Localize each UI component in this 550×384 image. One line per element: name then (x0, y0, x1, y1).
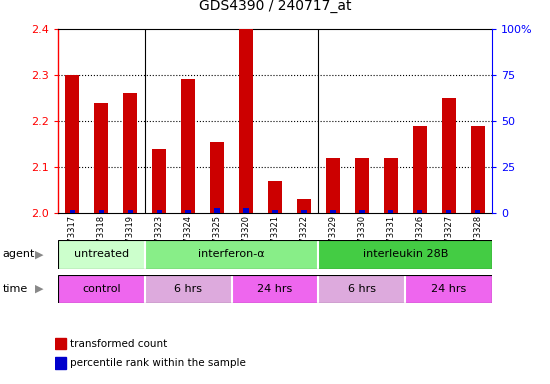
Bar (463, 29, 492, 213)
Bar (272, 210, 278, 213)
Text: control: control (82, 284, 120, 294)
Text: 24 hrs: 24 hrs (431, 284, 466, 294)
Bar (58, 240, 145, 269)
Bar (232, 275, 318, 303)
Bar (98, 210, 104, 213)
Bar (446, 210, 452, 213)
Bar (58, 275, 145, 303)
Bar (434, 29, 463, 213)
Bar (384, 158, 398, 213)
Text: ▶: ▶ (35, 284, 44, 294)
Bar (145, 275, 232, 303)
Text: 6 hrs: 6 hrs (174, 284, 202, 294)
Bar (326, 158, 340, 213)
Bar (331, 210, 336, 213)
Bar (123, 93, 138, 213)
Text: ▶: ▶ (35, 249, 44, 260)
Bar (239, 29, 253, 213)
Bar (202, 29, 232, 213)
Bar (116, 29, 145, 213)
Text: percentile rank within the sample: percentile rank within the sample (70, 358, 246, 368)
Bar (376, 29, 405, 213)
Bar (65, 75, 80, 213)
Text: untreated: untreated (74, 249, 129, 260)
Bar (318, 275, 405, 303)
Text: 24 hrs: 24 hrs (257, 284, 293, 294)
Bar (145, 29, 174, 213)
Bar (145, 240, 318, 269)
Bar (318, 29, 348, 213)
Text: GDS4390 / 240717_at: GDS4390 / 240717_at (199, 0, 351, 13)
Bar (181, 79, 195, 213)
Text: transformed count: transformed count (70, 339, 168, 349)
Bar (405, 29, 434, 213)
Bar (210, 142, 224, 213)
Bar (475, 210, 480, 213)
Bar (152, 149, 166, 213)
Bar (417, 210, 422, 213)
Bar (70, 210, 75, 213)
Bar (318, 240, 492, 269)
Bar (55, 357, 66, 369)
Bar (185, 210, 191, 213)
Bar (58, 29, 87, 213)
Text: time: time (3, 284, 28, 294)
Bar (244, 208, 249, 213)
Bar (388, 210, 393, 213)
Text: agent: agent (3, 249, 35, 260)
Bar (355, 158, 369, 213)
Bar (94, 103, 108, 213)
Bar (442, 98, 456, 213)
Text: 6 hrs: 6 hrs (348, 284, 376, 294)
Bar (157, 210, 162, 213)
Text: interleukin 28B: interleukin 28B (362, 249, 448, 260)
Bar (128, 210, 133, 213)
Bar (174, 29, 202, 213)
Bar (348, 29, 376, 213)
Bar (470, 126, 485, 213)
Bar (405, 275, 492, 303)
Bar (289, 29, 318, 213)
Bar (301, 210, 306, 213)
Bar (261, 29, 289, 213)
Bar (232, 29, 261, 213)
Bar (87, 29, 116, 213)
Bar (214, 208, 219, 213)
Text: interferon-α: interferon-α (198, 249, 265, 260)
Bar (359, 210, 365, 213)
Bar (412, 126, 427, 213)
Bar (297, 199, 311, 213)
Bar (55, 338, 66, 349)
Bar (268, 181, 282, 213)
